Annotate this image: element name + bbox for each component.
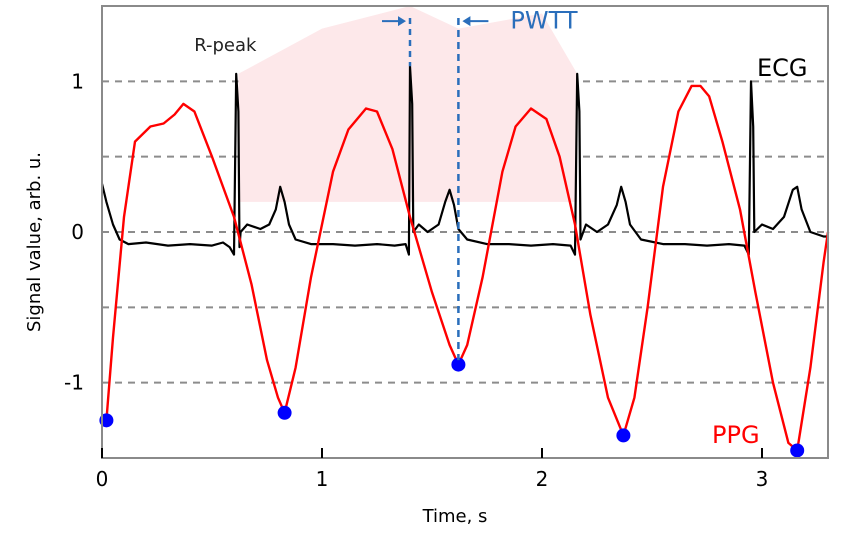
y-tick-label: 0	[71, 220, 84, 244]
series-layer	[100, 65, 830, 452]
pwtt-arrow-right-head	[462, 16, 471, 27]
ppg-series-label: PPG	[712, 421, 760, 449]
series-line-ecg	[100, 65, 828, 256]
ppg-minimum-marker	[616, 428, 631, 443]
grid	[102, 80, 828, 384]
y-tick-label: 1	[71, 69, 84, 93]
x-axis-label: Time, s	[422, 506, 488, 527]
x-axis-ticks: 0 1 2 3	[96, 448, 769, 491]
x-tick-label: 2	[536, 467, 549, 491]
pwtt-arrow-left-head	[398, 16, 406, 27]
ppg-minimum-marker	[277, 405, 292, 420]
plot-frame	[101, 5, 829, 459]
shading-region	[238, 6, 578, 202]
y-tick-label: -1	[64, 371, 84, 395]
x-tick-label: 1	[316, 467, 329, 491]
ppg-minimum-marker	[790, 443, 805, 458]
x-tick-label: 0	[96, 467, 109, 491]
x-tick-label: 3	[756, 467, 769, 491]
y-axis-label: Signal value, arb. u.	[24, 152, 45, 332]
ppg-minimum-marker	[451, 357, 466, 372]
r-peak-label: R-peak	[194, 35, 257, 56]
annotation-layer	[382, 16, 489, 361]
pwtt-label: PWTT	[510, 7, 577, 35]
ecg-series-label: ECG	[757, 54, 808, 82]
marker-layer	[99, 357, 805, 458]
series-line-ppg	[105, 84, 830, 452]
y-axis-ticks: 1 0 -1	[64, 69, 84, 394]
